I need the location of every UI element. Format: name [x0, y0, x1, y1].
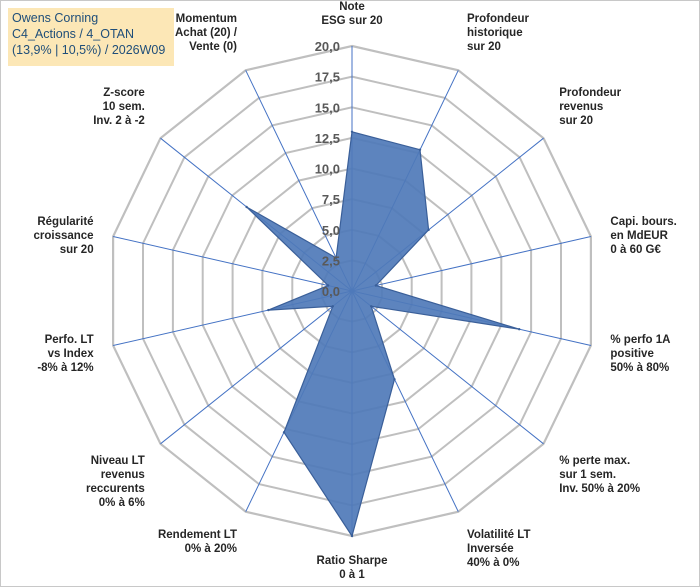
- data-point-2: [418, 148, 422, 151]
- axis-label-line: 40% à 0%: [467, 557, 519, 569]
- data-point-3: [427, 228, 430, 232]
- axis-label-line: Ratio Sharpe: [317, 555, 388, 567]
- spoke-14: [245, 70, 353, 292]
- axis-label-line: revenus: [101, 469, 145, 481]
- axis-label-line: Profondeur: [467, 13, 529, 25]
- axis-label-2: Profondeur historique sur 20: [467, 13, 529, 53]
- series-area: [246, 131, 520, 538]
- radar-series: [245, 130, 521, 538]
- axis-label-line: Rendement LT: [158, 529, 237, 541]
- axis-label-line: Note: [339, 1, 365, 13]
- axis-label-line: Vente (0): [189, 41, 237, 53]
- axis-label-line: revenus: [559, 101, 603, 113]
- tick-label: 12,5: [315, 131, 340, 146]
- axis-label-line: Inv. 50% à 20%: [559, 483, 640, 495]
- axis-label-line: Inversée: [467, 543, 514, 555]
- tick-label: 15,0: [315, 100, 340, 115]
- data-point-11: [267, 308, 270, 312]
- axis-label-line: sur 20: [60, 244, 94, 256]
- data-point-9: [282, 431, 286, 434]
- axis-label-line: 0% à 20%: [185, 543, 237, 555]
- tick-label: 10,0: [315, 162, 340, 177]
- axis-label-5: % perfo 1A positive 50% à 80%: [610, 334, 670, 374]
- axis-label-line: % perte max.: [559, 455, 630, 467]
- axis-label-13: Z-score 10 sem. Inv. 2 à -2: [93, 87, 145, 127]
- axis-label-line: croissance: [33, 230, 93, 242]
- axis-label-line: historique: [467, 27, 523, 39]
- axis-label-11: Perfo. LT vs Index -8% à 12%: [37, 334, 94, 374]
- radar-tick-labels: 0,0 2,5 5,0 7,5 10,0 12,5 15,0 17,5 20,0: [315, 39, 340, 299]
- axis-label-line: en MdEUR: [610, 230, 668, 242]
- tick-label: 2,5: [322, 253, 340, 268]
- axis-label-line: 50% à 80%: [610, 362, 669, 374]
- spoke-4: [351, 236, 592, 292]
- axis-label-10: Niveau LT revenus reccurents 0% à 6%: [86, 455, 145, 509]
- title-line-category: C4_Actions / 4_OTAN: [12, 27, 135, 41]
- axis-label-line: sur 20: [467, 41, 501, 53]
- axis-label-3: Profondeur revenus sur 20: [559, 87, 621, 127]
- axis-label-7: Volatilité LT Inversée 40% à 0%: [467, 529, 530, 569]
- axis-label-1: Note ESG sur 20: [321, 1, 382, 27]
- data-point-13: [245, 205, 248, 209]
- axis-label-line: 10 sem.: [103, 101, 145, 113]
- axis-label-line: Inv. 2 à -2: [93, 115, 145, 127]
- axis-label-8: Ratio Sharpe 0 à 1: [317, 555, 388, 581]
- axis-label-line: ESG sur 20: [321, 15, 382, 27]
- axis-label-line: % perfo 1A: [610, 334, 670, 346]
- axis-label-line: Régularité: [37, 216, 93, 228]
- tick-label: 7,5: [322, 192, 340, 207]
- title-line-stats: (13,9% | 10,5%) / 2026W09: [12, 43, 166, 57]
- axis-label-line: Profondeur: [559, 87, 621, 99]
- axis-label-line: Momentum: [176, 13, 237, 25]
- spoke-10: [160, 290, 353, 445]
- axis-label-line: 0% à 6%: [99, 497, 145, 509]
- tick-label: 0,0: [322, 284, 340, 299]
- axis-label-line: Achat (20) /: [175, 27, 238, 39]
- data-point-1: [350, 130, 354, 133]
- axis-label-9: Rendement LT 0% à 20%: [158, 529, 237, 555]
- axis-label-line: Perfo. LT: [45, 334, 94, 346]
- title-line-company: Owens Corning: [12, 11, 99, 25]
- axis-label-line: -8% à 12%: [37, 362, 93, 374]
- data-point-4: [374, 284, 378, 287]
- tick-label: 20,0: [315, 39, 340, 54]
- axis-label-14: Momentum Achat (20) / Vente (0): [175, 13, 238, 53]
- chart-title-box: Owens Corning C4_Actions / 4_OTAN (13,9%…: [8, 8, 174, 66]
- axis-label-line: sur 20: [559, 115, 593, 127]
- axis-label-line: vs Index: [48, 348, 95, 360]
- spoke-6: [351, 290, 544, 445]
- data-point-14: [334, 256, 338, 260]
- axis-label-12: Régularité croissance sur 20: [33, 216, 93, 256]
- axis-label-6: % perte max. sur 1 sem. Inv. 50% à 20%: [559, 455, 640, 495]
- data-point-7: [393, 378, 396, 381]
- data-point-6: [370, 305, 373, 308]
- axis-label-line: Z-score: [103, 87, 145, 99]
- axis-label-line: sur 1 sem.: [559, 469, 616, 481]
- axis-label-line: positive: [610, 348, 653, 360]
- axis-label-line: Volatilité LT: [467, 529, 530, 541]
- data-point-12: [326, 284, 330, 287]
- data-point-8: [350, 534, 354, 538]
- axis-label-line: reccurents: [86, 483, 145, 495]
- axis-label-line: Capi. bours.: [610, 216, 676, 228]
- radar-axis-labels: Note ESG sur 20 Profondeur historique sur 20…: [33, 1, 676, 581]
- axis-label-line: 0 à 60 G€: [610, 244, 661, 256]
- data-point-5: [518, 328, 521, 331]
- data-point-10: [331, 305, 334, 308]
- axis-label-line: 0 à 1: [339, 569, 365, 581]
- axis-label-line: Niveau LT: [91, 455, 145, 467]
- axis-label-4: Capi. bours. en MdEUR 0 à 60 G€: [610, 216, 676, 256]
- tick-label: 17,5: [315, 70, 340, 85]
- spoke-12: [112, 236, 353, 292]
- tick-label: 5,0: [322, 223, 340, 238]
